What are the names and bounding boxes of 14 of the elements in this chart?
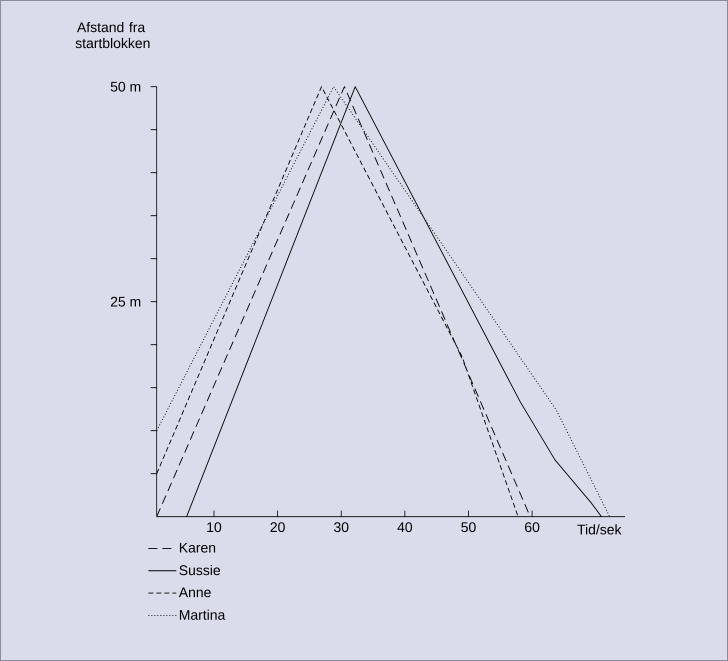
y-tick-label: 50 m: [110, 82, 140, 92]
x-tick-label: 60: [525, 522, 540, 532]
x-tick-label: 10: [207, 522, 222, 532]
legend-label: Anne: [178, 588, 211, 598]
x-tick-label: 30: [334, 522, 348, 532]
legend-label: Martina: [180, 610, 226, 620]
legend-label: Sussie: [179, 564, 220, 576]
legend-label: Karen: [180, 542, 216, 553]
y-axis-title: Afstand fra startblokken: [76, 22, 150, 48]
x-tick-label: 40: [397, 522, 412, 532]
x-tick-label: 20: [270, 522, 285, 532]
x-axis-title: Tid/sek: [577, 524, 622, 534]
x-tick-label: 50: [461, 522, 476, 532]
y-tick-label: 25 m: [110, 296, 140, 307]
